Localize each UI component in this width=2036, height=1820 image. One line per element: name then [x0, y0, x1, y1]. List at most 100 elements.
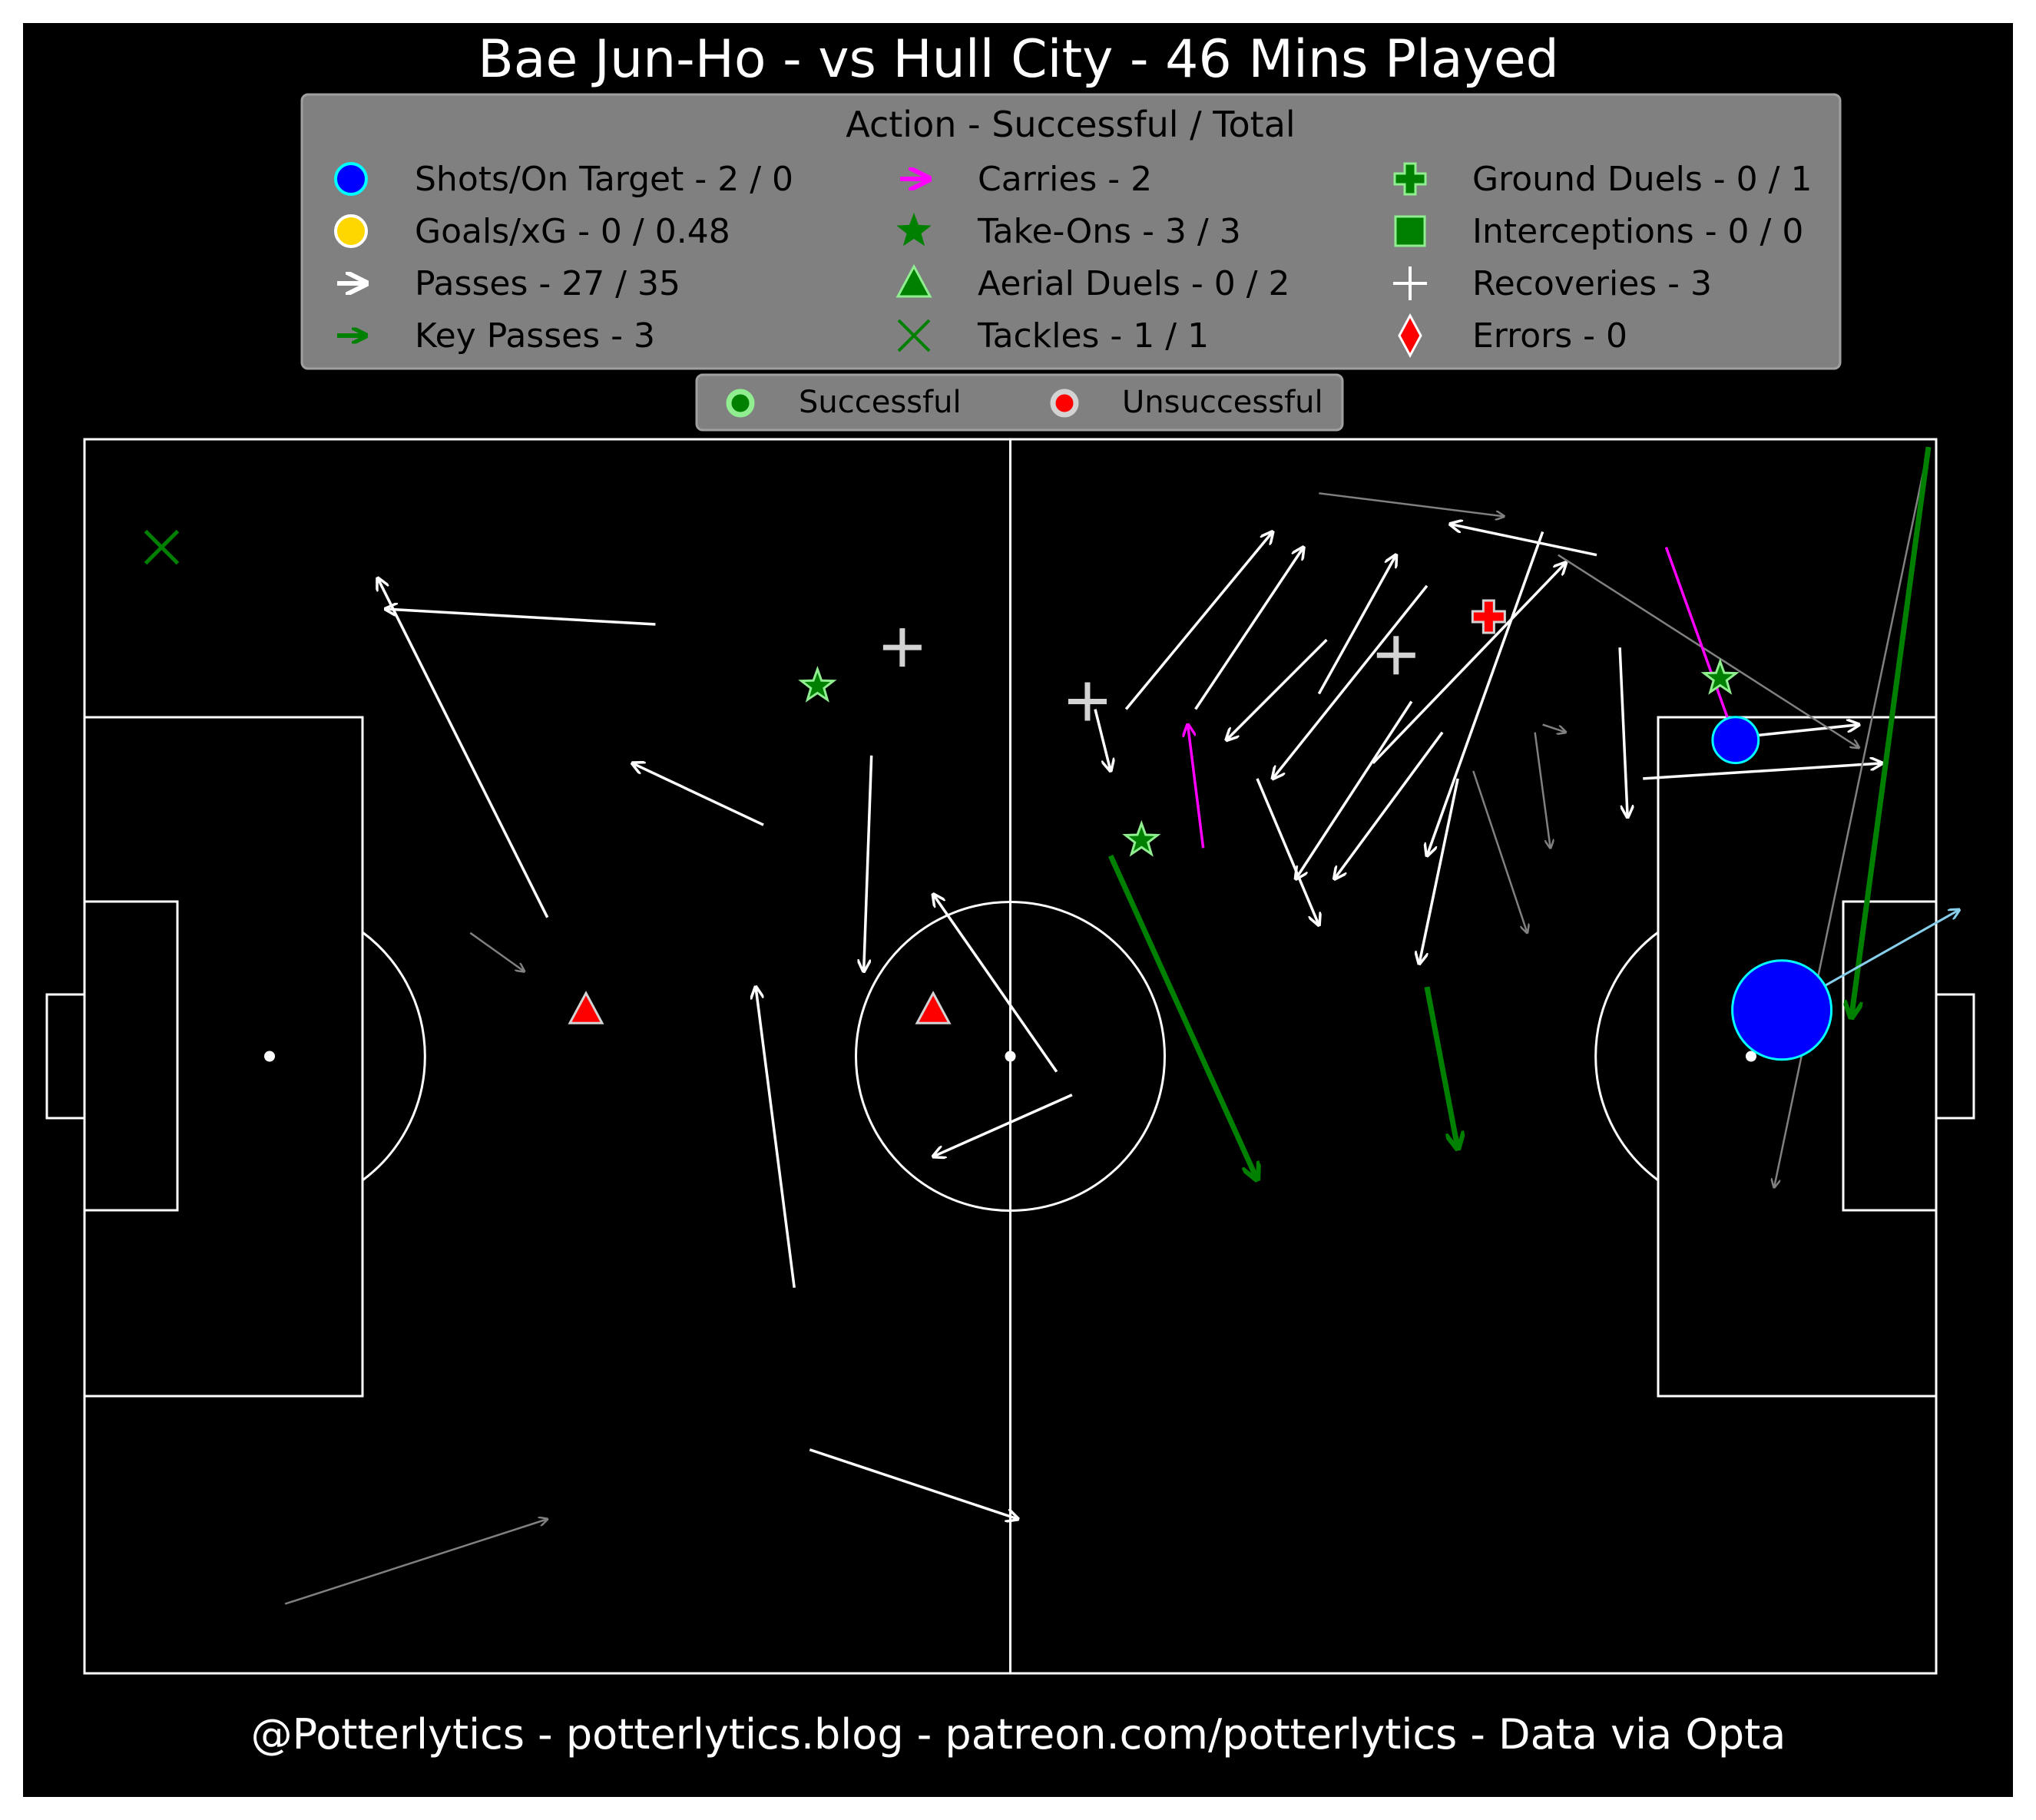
left-penalty-spot	[264, 1051, 275, 1062]
pass-arrow	[1317, 555, 1395, 695]
take-on-star-glyph	[896, 213, 932, 247]
recovery-plus-glyph	[1393, 266, 1427, 300]
pass-arrow	[1450, 524, 1597, 557]
tackle-marker	[144, 529, 180, 565]
pass-arrow	[1296, 700, 1413, 879]
aerial-triangle-icon	[896, 263, 932, 298]
pitch	[45, 438, 1975, 1675]
take-on-marker	[798, 665, 837, 703]
pass-arrow	[1273, 584, 1429, 779]
shot-circle-icon	[334, 162, 368, 196]
legend-label: Interceptions - 0 / 0	[1472, 212, 1803, 251]
left-goal	[45, 993, 86, 1120]
centre-spot	[1005, 1051, 1016, 1062]
unsuccessful-pass-arrow	[284, 1519, 548, 1605]
aerial-duel-marker	[568, 991, 604, 1024]
goal-circle-icon	[334, 214, 368, 248]
key-pass-arrow	[1107, 854, 1257, 1180]
shot-marker	[1711, 716, 1760, 765]
legend-label: Passes - 27 / 35	[415, 264, 680, 303]
pass-arrow	[1194, 548, 1304, 710]
pass-arrow	[809, 1448, 1018, 1519]
unsuccessful-pass-arrow	[1472, 770, 1527, 933]
successful-marker-icon	[726, 389, 755, 418]
pass-arrow	[1618, 647, 1627, 817]
right-penalty-spot	[1746, 1051, 1756, 1062]
legend-label: Tackles - 1 / 1	[977, 316, 1209, 356]
recovery-marker	[1376, 636, 1415, 675]
legend-label: Shots/On Target - 2 / 0	[415, 160, 793, 199]
ground-duel-marker	[1471, 599, 1506, 634]
pass-arrow	[1334, 731, 1444, 879]
pass-arrow	[933, 1094, 1073, 1157]
unsuccessful-pass-arrow	[1774, 446, 1930, 1187]
legend-label: Aerial Duels - 0 / 2	[978, 264, 1290, 303]
left-penalty-arc	[362, 931, 426, 1182]
pass-arrow	[933, 895, 1058, 1073]
recovery-marker	[1068, 682, 1107, 721]
shot-circle-glyph	[334, 162, 368, 196]
pass-arrow	[864, 755, 873, 971]
key-pass-arrow	[1424, 986, 1458, 1149]
aerial-duel-marker	[915, 991, 952, 1024]
legend-label: Errors - 0	[1472, 316, 1627, 356]
key-pass-arrow	[1851, 446, 1932, 1018]
interception-square-glyph	[1394, 215, 1426, 247]
pass-arrow	[756, 987, 796, 1289]
carry-arrow	[1188, 725, 1205, 849]
unsuccessful-marker-icon	[1050, 389, 1079, 418]
pass-arrow	[632, 763, 764, 826]
unsuccessful-pass-arrow	[1558, 554, 1859, 748]
outcome-legend-box	[695, 373, 1344, 432]
pass-arrow	[1094, 709, 1111, 771]
pass-arrow	[1372, 563, 1566, 765]
pass-arrow	[1419, 778, 1459, 964]
action-legend-title: Action - Successful / Total	[846, 104, 1295, 145]
shot-marker	[1731, 959, 1833, 1061]
interception-square-icon	[1394, 215, 1426, 247]
ground-duel-cross-icon	[1393, 162, 1427, 196]
unsuccessful-pass-arrow	[469, 932, 524, 971]
ground-duel-cross-glyph	[1393, 162, 1427, 196]
pass-arrow	[1427, 531, 1544, 856]
take-on-star-icon	[896, 213, 932, 247]
legend-label: Take-Ons - 3 / 3	[977, 212, 1241, 251]
error-diamond-icon	[1398, 313, 1422, 359]
right-goal	[1935, 993, 1975, 1120]
action-marks	[144, 446, 1959, 1605]
centre-circle	[855, 901, 1166, 1212]
aerial-triangle-glyph	[896, 263, 932, 298]
pass-arrow	[378, 578, 549, 918]
unsuccessful-pass-arrow	[1542, 723, 1566, 733]
pass-arrow	[386, 609, 656, 626]
action-legend-box	[300, 93, 1842, 370]
action-legend: Action - Successful / Total Shots/On Tar…	[300, 93, 1842, 370]
recovery-plus-icon	[1393, 266, 1427, 300]
pass-arrow	[1124, 532, 1273, 710]
take-on-marker	[1700, 657, 1740, 695]
legend-label: Goals/xG - 0 / 0.48	[415, 212, 730, 251]
right-penalty-arc	[1594, 931, 1659, 1182]
goal-circle-glyph	[334, 214, 368, 248]
unsuccessful-label: Unsuccessful	[1122, 385, 1323, 420]
legend-label: Ground Duels - 0 / 1	[1472, 160, 1812, 199]
legend-label: Recoveries - 3	[1472, 264, 1712, 303]
action-legend-items: Shots/On Target - 2 / 0 Goals/xG - 0 / 0.…	[334, 160, 1812, 359]
legend-label: Carries - 2	[978, 160, 1152, 199]
recovery-marker	[882, 628, 922, 667]
carry-arrow	[1664, 547, 1735, 740]
footer-credits: @Potterlytics - potterlytics.blog - patr…	[251, 1710, 1786, 1759]
successful-label: Successful	[799, 385, 962, 420]
tackle-x-glyph	[897, 319, 931, 352]
shot-trajectory-arrow	[1824, 910, 1959, 987]
error-diamond-glyph	[1398, 313, 1422, 359]
take-on-marker	[1122, 819, 1161, 857]
tackle-x-icon	[897, 319, 931, 352]
legend-label: Key Passes - 3	[415, 316, 655, 356]
pass-arrow	[1256, 778, 1319, 925]
pass-arrow	[1227, 638, 1328, 740]
pass-arrow	[1643, 763, 1882, 780]
unsuccessful-pass-arrow	[1319, 492, 1504, 516]
unsuccessful-pass-arrow	[1534, 732, 1551, 849]
